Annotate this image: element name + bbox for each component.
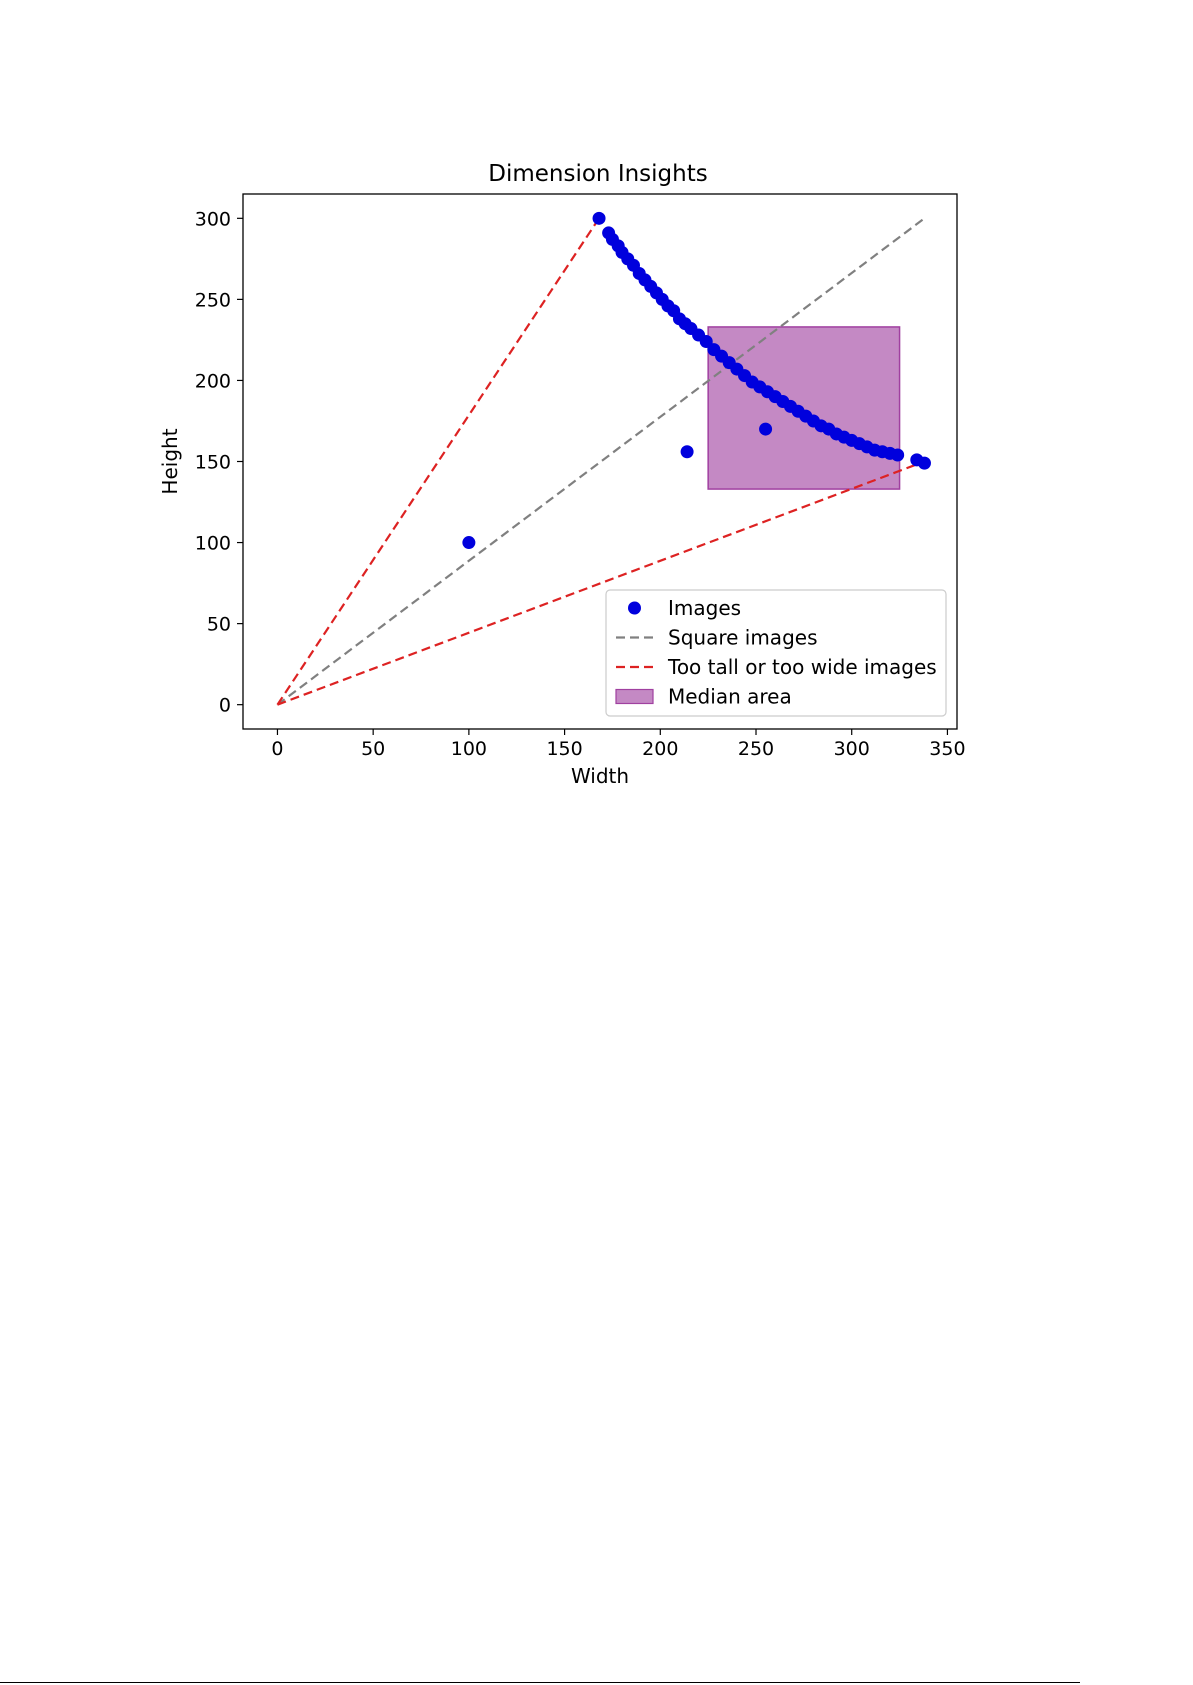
image-point xyxy=(917,456,931,470)
x-tick-label: 100 xyxy=(451,738,487,760)
y-tick-label: 0 xyxy=(219,695,231,717)
plot-area xyxy=(276,211,931,706)
y-axis-title: Height xyxy=(158,428,182,494)
y-tick-label: 100 xyxy=(195,533,231,555)
image-point xyxy=(759,422,773,436)
legend-label: Too tall or too wide images xyxy=(667,655,937,679)
y-tick-label: 150 xyxy=(195,452,231,474)
too-tall-line xyxy=(276,217,600,706)
page-bottom-rule xyxy=(0,1682,1080,1683)
image-point xyxy=(891,448,905,462)
image-point xyxy=(592,211,606,225)
legend-label: Images xyxy=(668,596,741,620)
image-point xyxy=(462,536,476,550)
x-tick-label: 150 xyxy=(546,738,582,760)
legend-key-median xyxy=(615,688,654,705)
y-tick-label: 250 xyxy=(195,289,231,311)
legend-box xyxy=(605,589,947,717)
x-tick-label: 0 xyxy=(271,738,283,760)
image-point xyxy=(699,335,713,349)
x-tick-label: 300 xyxy=(834,738,870,760)
legend-label: Square images xyxy=(668,626,817,650)
legend-key-images xyxy=(628,601,641,615)
square-images-line xyxy=(276,217,926,706)
chart-title: Dimension Insights xyxy=(488,161,707,187)
x-tick-label: 50 xyxy=(361,738,385,760)
median-area-rect xyxy=(707,326,901,490)
legend: Images Square images Too tall or too wide … xyxy=(605,589,947,717)
legend-label: Median area xyxy=(668,685,792,709)
y-tick-label: 200 xyxy=(195,370,231,392)
axes: 0 50 100 150 200 250 300 350 0 50 100 150 200 250 300 W… xyxy=(158,193,966,788)
too-wide-line xyxy=(277,460,925,706)
image-point xyxy=(680,445,694,459)
y-tick-label: 50 xyxy=(207,614,231,636)
x-axis-title: Width xyxy=(571,764,629,788)
x-tick-label: 200 xyxy=(642,738,678,760)
x-tick-label: 350 xyxy=(929,738,965,760)
x-tick-label: 250 xyxy=(738,738,774,760)
y-tick-label: 300 xyxy=(195,208,231,230)
